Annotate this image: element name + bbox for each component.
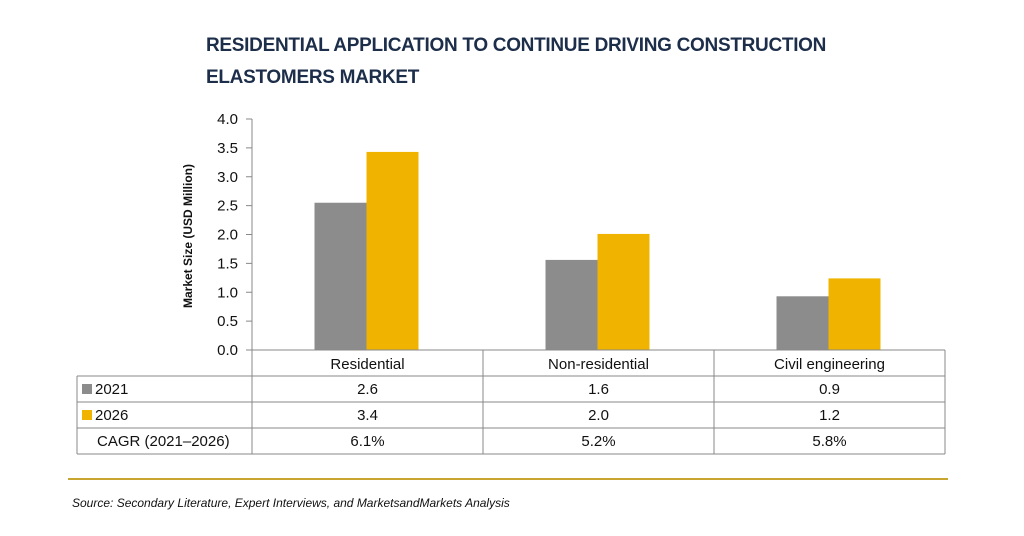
bar-2021-non-residential bbox=[545, 259, 598, 350]
bar-2021-civil-engineering bbox=[776, 296, 829, 350]
y-tick-label: 3.5 bbox=[217, 140, 238, 157]
title-line-1: RESIDENTIAL APPLICATION TO CONTINUE DRIV… bbox=[206, 35, 827, 56]
y-tick-label: 0.0 bbox=[217, 342, 238, 359]
x-category-label: Civil engineering bbox=[774, 356, 885, 373]
y-tick-label: 3.0 bbox=[217, 169, 238, 186]
title-line-2: ELASTOMERS MARKET bbox=[206, 67, 420, 88]
y-tick-label: 2.0 bbox=[217, 227, 238, 244]
y-axis-label: Market Size (USD Million) bbox=[181, 164, 195, 308]
x-category-label: Residential bbox=[330, 356, 404, 373]
y-tick-label: 1.0 bbox=[217, 284, 238, 301]
table-cell: 2.6 bbox=[357, 381, 378, 398]
y-axis-ticks: 0.0 0.5 1.0 1.5 2.0 2.5 3.0 3.5 4.0 bbox=[217, 111, 252, 359]
table-cell: 3.4 bbox=[357, 407, 378, 424]
bar-2026-civil-engineering bbox=[828, 278, 881, 350]
y-tick-label: 1.5 bbox=[217, 255, 238, 272]
y-tick-label: 2.5 bbox=[217, 198, 238, 215]
table-cell: 5.8% bbox=[812, 433, 846, 450]
y-tick-label: 4.0 bbox=[217, 111, 238, 128]
y-tick-label: 0.5 bbox=[217, 313, 238, 330]
table-cell: 0.9 bbox=[819, 381, 840, 398]
legend-swatch-2021 bbox=[82, 384, 92, 394]
table-row-label: CAGR (2021–2026) bbox=[97, 433, 230, 450]
table-cell: 1.6 bbox=[588, 381, 609, 398]
source-note: Source: Secondary Literature, Expert Int… bbox=[72, 496, 510, 510]
bar-2021-residential bbox=[314, 202, 367, 350]
data-table: Residential Non-residential Civil engineer… bbox=[68, 349, 948, 480]
table-cell: 6.1% bbox=[350, 433, 384, 450]
table-cell: 2.0 bbox=[588, 407, 609, 424]
table-row-label: 2026 bbox=[95, 407, 128, 424]
legend-swatch-2026 bbox=[82, 410, 92, 420]
bar-2026-non-residential bbox=[597, 233, 650, 350]
bars bbox=[314, 151, 881, 350]
chart-title: RESIDENTIAL APPLICATION TO CONTINUE DRIV… bbox=[206, 30, 886, 94]
bar-2026-residential bbox=[366, 151, 419, 350]
table-cell: 5.2% bbox=[581, 433, 615, 450]
table-row-label: 2021 bbox=[95, 381, 128, 398]
table-cell: 1.2 bbox=[819, 407, 840, 424]
x-category-label: Non-residential bbox=[548, 356, 649, 373]
